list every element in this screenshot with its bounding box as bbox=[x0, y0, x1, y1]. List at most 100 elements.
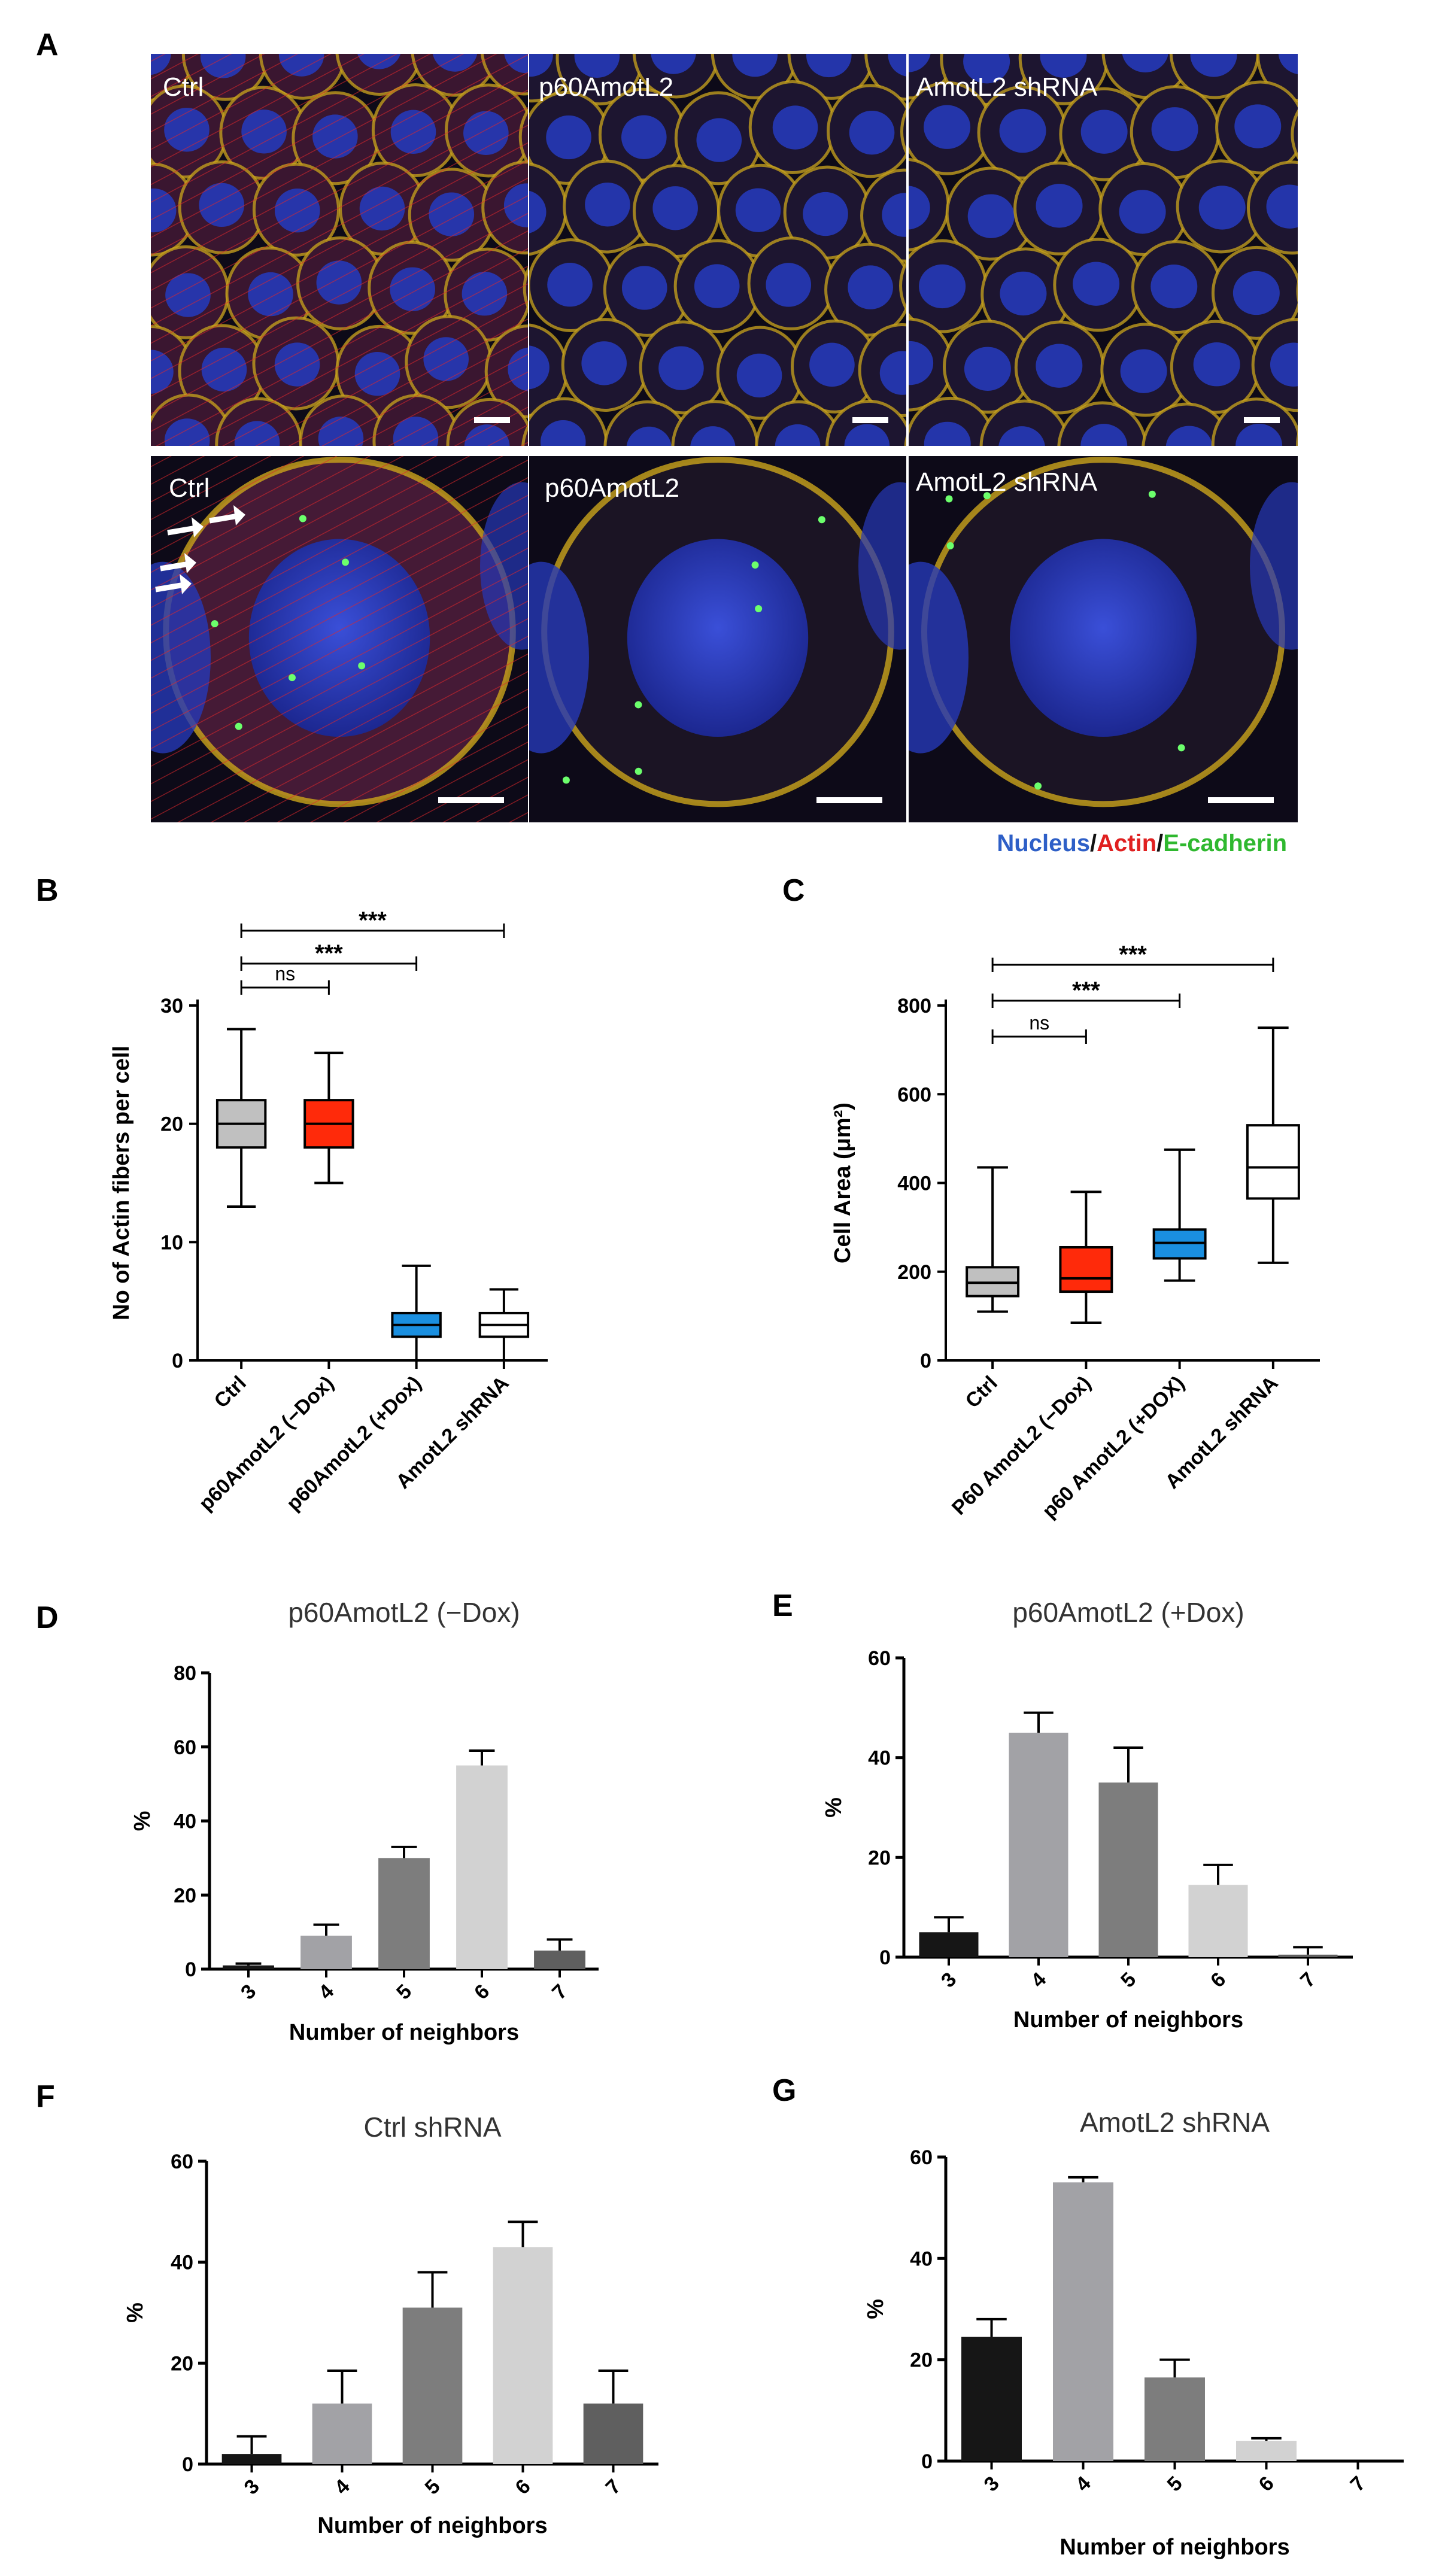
bar bbox=[221, 2454, 282, 2464]
significance-label: ns bbox=[1029, 1012, 1049, 1034]
nucleus bbox=[967, 194, 1015, 238]
box bbox=[1059, 1246, 1113, 1293]
x-tick-label: 7 bbox=[548, 1980, 572, 2004]
chart-neighbors-minus-dox: p60AmotL2 (−Dox) 0 20 40 60 80% 3 4 5 6 7 Number of… bbox=[130, 1597, 599, 2045]
bar bbox=[1145, 2377, 1205, 2461]
y-tick-label: 0 bbox=[185, 1958, 196, 1981]
actin-fibers bbox=[151, 456, 528, 822]
y-tick-label: 40 bbox=[174, 1811, 196, 1833]
bar bbox=[961, 2337, 1022, 2461]
nucleus bbox=[1080, 424, 1128, 446]
y-tick-label: 60 bbox=[171, 2150, 193, 2173]
x-tick-label: 6 bbox=[511, 2475, 535, 2499]
x-tick-label: 4 bbox=[1027, 1968, 1051, 1992]
nucleus bbox=[849, 110, 895, 155]
cell-boundary bbox=[825, 399, 906, 446]
bar bbox=[300, 1936, 352, 1969]
nucleus bbox=[574, 54, 620, 78]
cadherin-puncta bbox=[562, 776, 570, 784]
cadherin-puncta bbox=[358, 662, 366, 670]
panel-letter-c: C bbox=[782, 873, 805, 908]
y-tick-label: 0 bbox=[879, 1946, 891, 1969]
y-tick-label: 60 bbox=[910, 2146, 933, 2169]
y-tick-label: 20 bbox=[171, 2352, 193, 2375]
panel-letter-f: F bbox=[36, 2079, 55, 2114]
chart-title: Ctrl shRNA bbox=[363, 2112, 501, 2143]
cadherin-puncta bbox=[751, 561, 759, 569]
chart-neighbors-amotl2-shrna: AmotL2 shRNA 0 20 40 60% 3 4 5 6 7 Number of neigh… bbox=[863, 2107, 1404, 2560]
y-tick-label: 400 bbox=[897, 1172, 931, 1195]
bar bbox=[1188, 1885, 1248, 1957]
nucleus bbox=[1190, 54, 1237, 77]
cadherin-puncta bbox=[1148, 490, 1156, 498]
nucleus bbox=[621, 266, 667, 310]
y-tick-label: 0 bbox=[172, 1350, 183, 1372]
nucleus bbox=[964, 347, 1011, 391]
y-tick-label: 10 bbox=[160, 1231, 183, 1254]
scale-bar bbox=[1244, 417, 1280, 423]
cadherin-puncta bbox=[299, 515, 306, 523]
micrograph-label-amotl2-shrna: AmotL2 shRNA bbox=[916, 72, 1098, 102]
cell-boundary bbox=[1296, 432, 1298, 446]
x-tick-label: 3 bbox=[937, 1968, 961, 1992]
cadherin-puncta bbox=[635, 767, 642, 775]
nucleus bbox=[546, 115, 591, 160]
nucleus bbox=[1232, 271, 1280, 315]
nucleus bbox=[775, 424, 821, 446]
nucleus bbox=[919, 264, 966, 309]
scale-bar bbox=[852, 417, 888, 423]
nucleus bbox=[529, 54, 553, 77]
x-tick-label: 7 bbox=[602, 2475, 626, 2499]
cell-boundary bbox=[603, 400, 691, 446]
x-tick-label: 6 bbox=[1255, 2472, 1279, 2496]
nucleus bbox=[1315, 114, 1362, 158]
x-tick-label: 5 bbox=[1116, 1968, 1140, 1992]
cell-boundary bbox=[1101, 54, 1192, 99]
nucleus bbox=[1036, 184, 1083, 228]
x-tick-label: 5 bbox=[392, 1980, 416, 2004]
micrograph-panel bbox=[151, 456, 528, 822]
x-axis-label: Number of neighbors bbox=[317, 2513, 547, 2538]
bar bbox=[1009, 1733, 1068, 1957]
bar bbox=[534, 1951, 585, 1969]
cell-boundary bbox=[755, 400, 843, 446]
legend-separator: / bbox=[1156, 830, 1163, 856]
panel-letter-a: A bbox=[36, 28, 59, 62]
x-axis-label: Number of neighbors bbox=[1060, 2535, 1289, 2560]
nucleus bbox=[1036, 344, 1083, 388]
bar bbox=[1236, 2441, 1297, 2461]
chart-title: p60AmotL2 (+Dox) bbox=[1012, 1597, 1244, 1628]
nucleus bbox=[651, 54, 696, 74]
cell-boundary bbox=[904, 434, 906, 446]
nucleus bbox=[766, 263, 812, 307]
y-axis-label: Cell Area (μm²) bbox=[830, 1102, 855, 1263]
bar bbox=[456, 1765, 508, 1969]
nucleus bbox=[1235, 423, 1283, 446]
y-tick-label: 20 bbox=[174, 1884, 196, 1907]
y-tick-label: 80 bbox=[174, 1662, 196, 1685]
nucleus bbox=[924, 421, 971, 446]
cadherin-puncta bbox=[818, 516, 825, 524]
micrograph-panel bbox=[529, 54, 906, 446]
nucleus bbox=[909, 54, 931, 72]
box bbox=[1246, 1124, 1300, 1200]
bar bbox=[402, 2307, 463, 2464]
bar bbox=[1053, 2182, 1113, 2461]
y-tick-label: 20 bbox=[160, 1113, 183, 1136]
x-tick-label: 5 bbox=[1163, 2472, 1187, 2496]
scale-bar bbox=[474, 417, 510, 423]
nucleus bbox=[772, 105, 818, 150]
bar bbox=[378, 1858, 430, 1969]
y-tick-label: 40 bbox=[171, 2252, 193, 2274]
cell-boundary bbox=[1296, 279, 1298, 303]
nucleus bbox=[1250, 482, 1298, 650]
significance-label: *** bbox=[315, 940, 343, 967]
significance-label: *** bbox=[359, 907, 387, 934]
nucleus bbox=[529, 190, 547, 233]
scale-bar bbox=[438, 797, 504, 803]
actin-fibers bbox=[151, 54, 528, 446]
scale-bar bbox=[816, 797, 882, 803]
y-tick-label: 20 bbox=[868, 1846, 891, 1869]
nucleus bbox=[540, 420, 586, 446]
